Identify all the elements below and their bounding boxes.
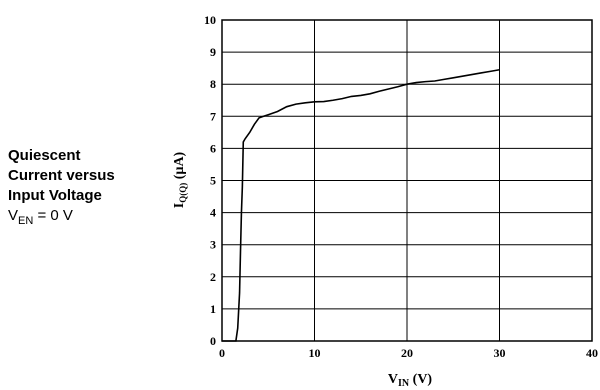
y-tick-label: 7 xyxy=(210,109,216,123)
side-title-condition: VEN = 0 V xyxy=(8,206,115,231)
x-tick-label: 40 xyxy=(586,346,598,360)
y-tick-label: 1 xyxy=(210,302,216,316)
y-tick-label: 6 xyxy=(210,141,216,155)
y-axis-label: IQ(Q) (µA) xyxy=(172,151,188,208)
y-tick-label: 0 xyxy=(210,334,216,348)
x-axis-label: VIN (V) xyxy=(388,372,433,389)
y-tick-label: 2 xyxy=(210,270,216,284)
y-tick-label: 8 xyxy=(210,77,216,91)
y-tick-labels: 0 1 2 3 4 5 6 7 8 9 10 xyxy=(204,13,216,348)
plot-frame xyxy=(221,19,593,342)
x-tick-label: 10 xyxy=(309,346,321,360)
condition-value: = 0 V xyxy=(33,207,73,224)
x-tick-label: 0 xyxy=(219,346,225,360)
x-tick-labels: 0 10 20 30 40 xyxy=(219,346,598,360)
condition-symbol: V xyxy=(8,207,19,224)
y-tick-label: 9 xyxy=(210,45,216,59)
x-tick-label: 30 xyxy=(494,346,506,360)
chart-side-title: Quiescent Current versus Input Voltage V… xyxy=(8,146,115,231)
y-tick-label: 3 xyxy=(210,238,216,252)
y-tick-label: 4 xyxy=(210,206,216,220)
y-tick-label: 5 xyxy=(210,174,216,188)
grid-lines xyxy=(221,19,593,342)
side-title-line-3: Input Voltage xyxy=(8,187,102,204)
x-tick-label: 20 xyxy=(401,346,413,360)
side-title-line-2: Current versus xyxy=(8,167,115,184)
series-line xyxy=(222,68,500,342)
condition-subscript: EN xyxy=(18,215,34,227)
side-title-line-1: Quiescent xyxy=(8,147,81,164)
y-tick-label: 10 xyxy=(204,13,216,27)
